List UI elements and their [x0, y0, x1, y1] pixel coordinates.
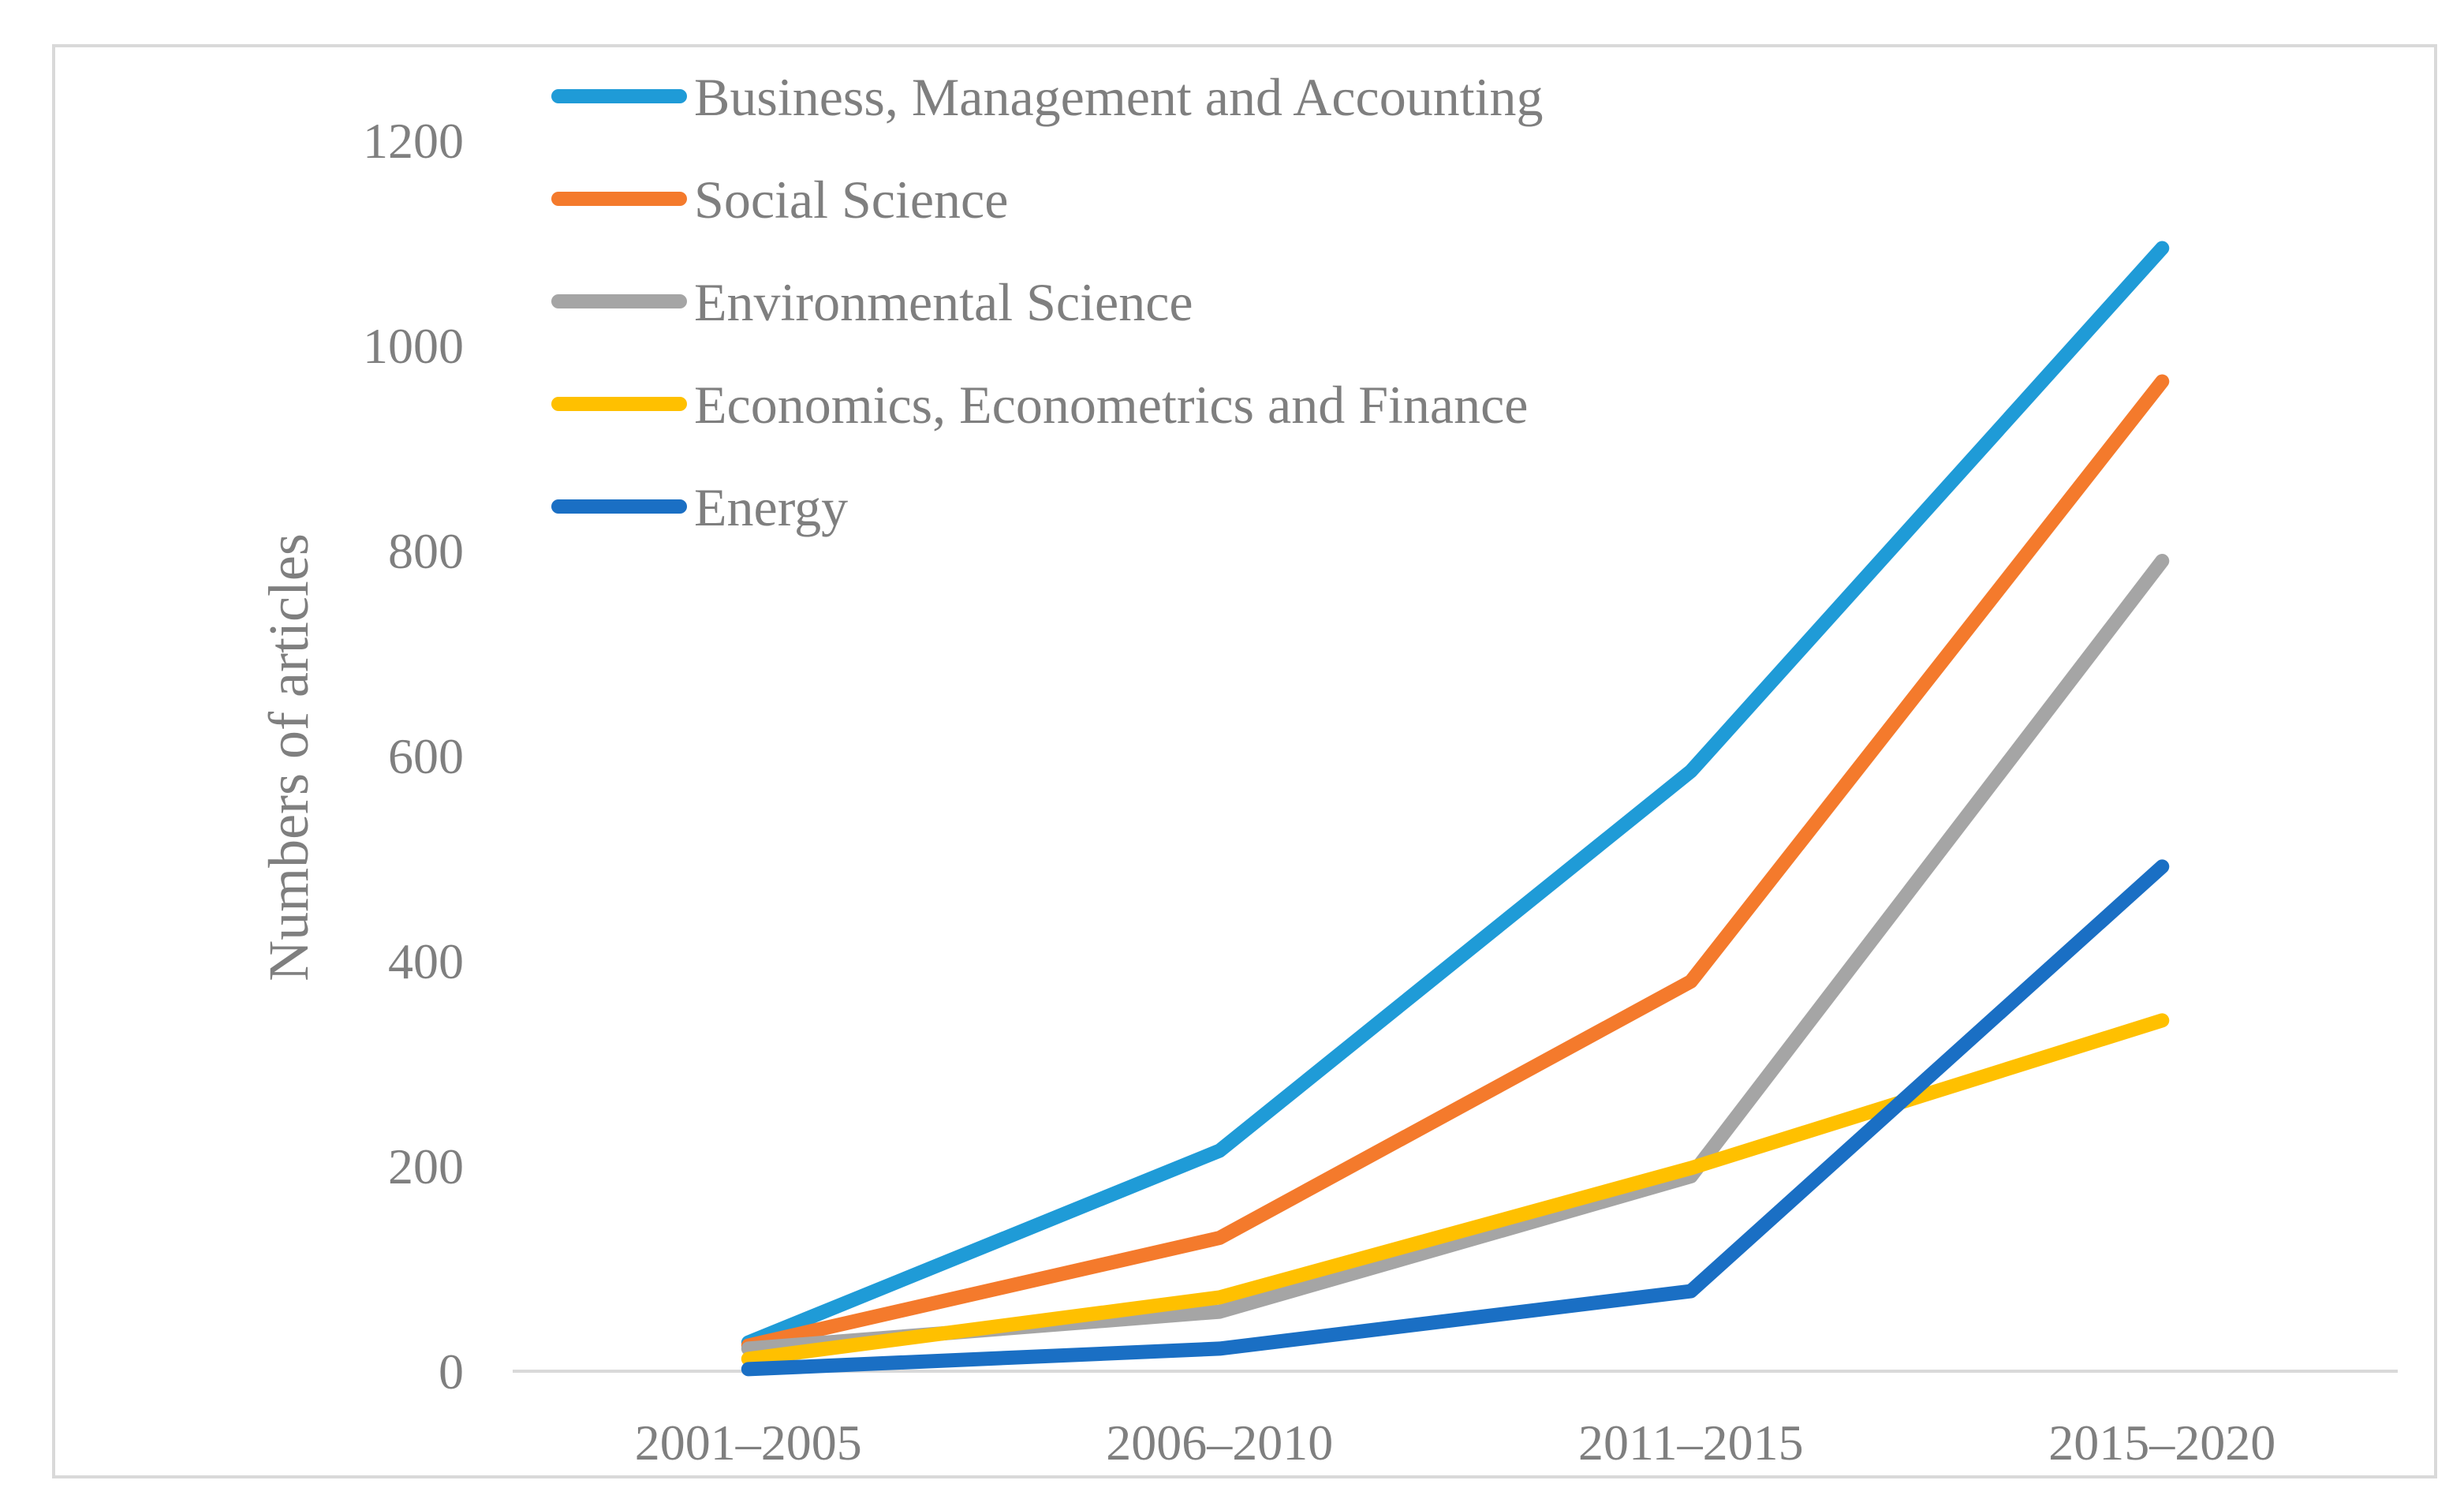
series-line-1 — [741, 241, 2170, 1350]
series-line-5 — [741, 859, 2170, 1377]
chart-border — [52, 44, 2437, 1478]
x-tick-label: 2015–2020 — [2048, 1415, 2275, 1471]
legend-item: Environmental Science — [551, 272, 1193, 332]
y-tick-label: 200 — [388, 1138, 464, 1194]
y-tick-label: 400 — [388, 933, 464, 989]
x-tick-label: 2001–2005 — [635, 1415, 862, 1471]
legend-label: Business, Management and Accounting — [694, 67, 1543, 127]
series-line-4 — [741, 1013, 2170, 1366]
y-tick-label: 800 — [388, 523, 464, 579]
y-tick-label: 0 — [439, 1344, 464, 1400]
legend-label: Energy — [694, 477, 848, 537]
x-tick-label: 2011–2015 — [1578, 1415, 1804, 1471]
y-axis-ticks: 0 200 400 600 800 1000 1200 — [363, 113, 464, 1400]
legend-item: Energy — [551, 477, 848, 537]
y-axis-title: Numbers of articles — [257, 533, 320, 981]
y-tick-label: 600 — [388, 728, 464, 784]
x-axis-ticks: 2001–2005 2006–2010 2011–2015 2015–2020 — [635, 1415, 2276, 1471]
legend-item: Business, Management and Accounting — [551, 67, 1543, 127]
legend-item: Economics, Econometrics and Finance — [551, 375, 1528, 435]
series-lines — [741, 241, 2170, 1377]
y-tick-label: 1000 — [363, 318, 464, 374]
x-tick-label: 2006–2010 — [1106, 1415, 1333, 1471]
legend-label: Social Science — [694, 170, 1008, 230]
legend: Business, Management and Accounting Socia… — [551, 67, 1543, 537]
legend-label: Economics, Econometrics and Finance — [694, 375, 1528, 435]
legend-label: Environmental Science — [694, 272, 1193, 332]
series-line-2 — [741, 374, 2170, 1353]
y-tick-label: 1200 — [363, 113, 464, 169]
legend-item: Social Science — [551, 170, 1008, 230]
